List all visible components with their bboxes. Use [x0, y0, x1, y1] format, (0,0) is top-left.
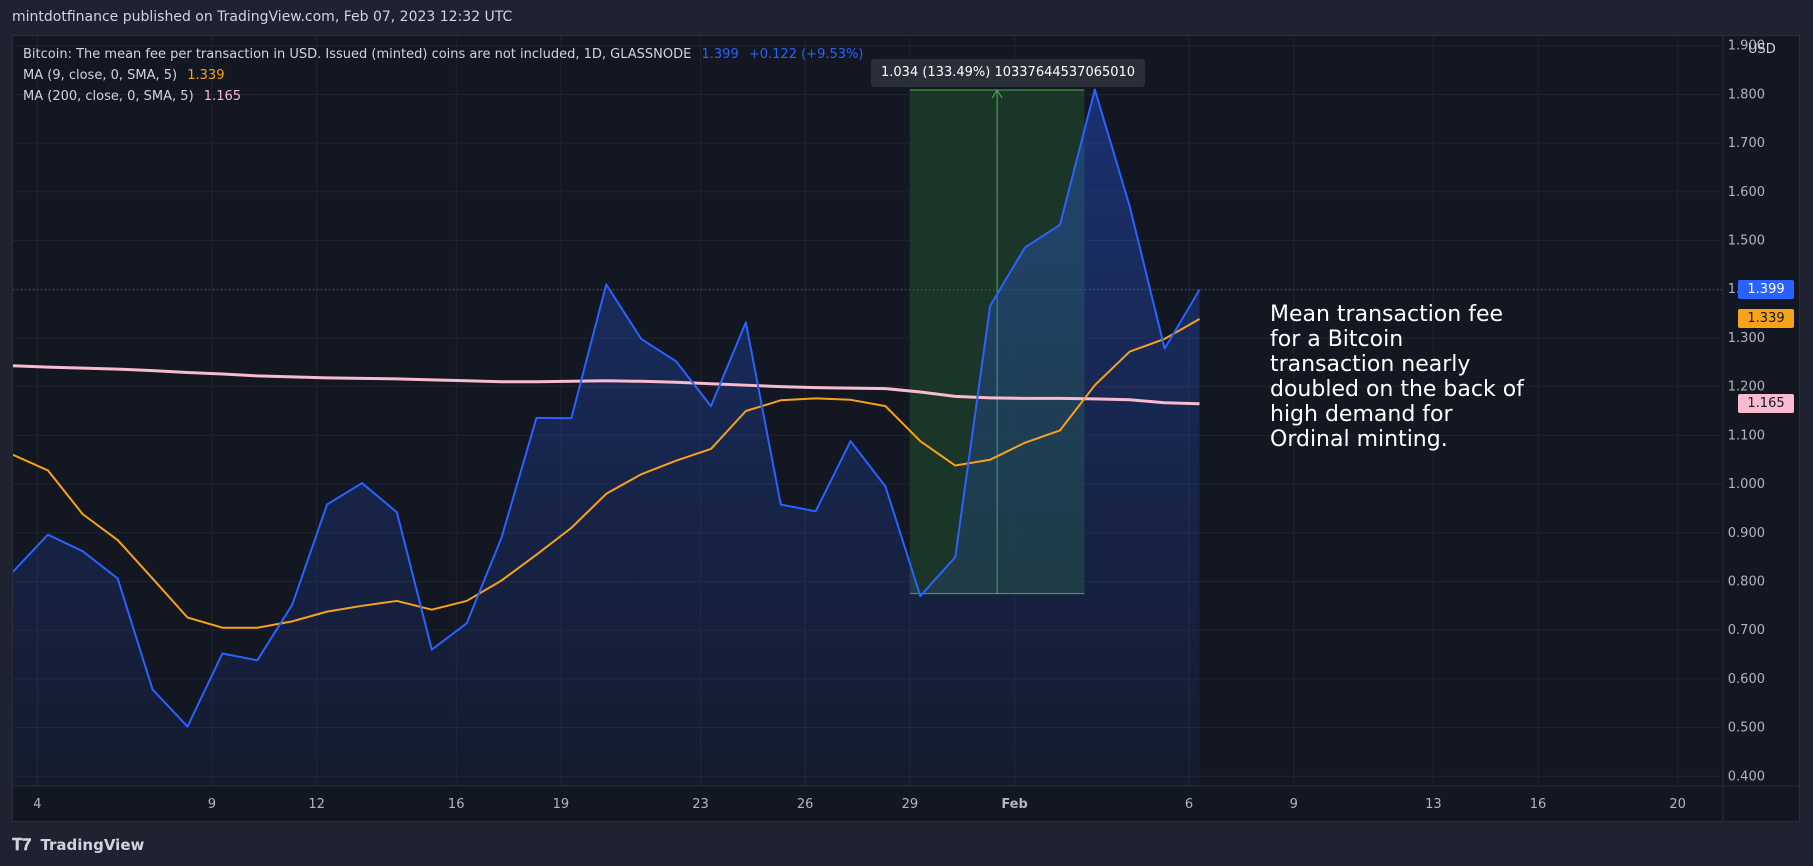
y-tick-label: 1.300 [1728, 331, 1765, 346]
x-tick-label: 9 [208, 797, 216, 812]
x-tick-label: 6 [1185, 797, 1193, 812]
x-tick-label: 13 [1425, 797, 1442, 812]
series-line-ma200 [13, 364, 1200, 406]
y-tick-label: 1.700 [1728, 136, 1765, 151]
y-tick-label: 0.600 [1728, 672, 1765, 687]
y-tick-label: 1.500 [1728, 234, 1765, 249]
legend-ma9-row[interactable]: MA (9, close, 0, SMA, 5) 1.339 [23, 65, 863, 86]
x-tick-label: 26 [797, 797, 814, 812]
legend: Bitcoin: The mean fee per transaction in… [23, 44, 863, 107]
legend-main-row[interactable]: Bitcoin: The mean fee per transaction in… [23, 44, 863, 65]
currency-label[interactable]: USD [1748, 42, 1776, 57]
price-tag-ma9: 1.339 [1738, 308, 1794, 328]
y-tick-label: 1.200 [1728, 380, 1765, 395]
legend-ma9-value: 1.339 [187, 68, 225, 83]
main-area-fill [13, 89, 1200, 787]
y-tick-label: 1.600 [1728, 185, 1765, 200]
legend-ma200-value: 1.165 [203, 89, 242, 104]
x-tick-label: 16 [448, 797, 465, 812]
legend-main-label: Bitcoin: The mean fee per transaction in… [23, 47, 692, 62]
tradingview-logo[interactable]: 𝐓𝟕 TradingView [12, 834, 144, 856]
x-tick-label: 29 [902, 797, 919, 812]
price-tag-last: 1.399 [1738, 279, 1794, 299]
x-tick-label: 9 [1290, 797, 1298, 812]
x-tick-label: 20 [1669, 797, 1686, 812]
y-tick-label: 1.900 [1728, 39, 1765, 54]
publish-header: mintdotfinance published on TradingView.… [12, 9, 513, 25]
legend-ma200-row[interactable]: MA (200, close, 0, SMA, 5) 1.165 [23, 86, 863, 107]
y-tick-label: 0.800 [1728, 574, 1765, 589]
chart-svg[interactable]: 0.400 0.500 0.600 0.700 0.800 0.900 1.000 1.100… [13, 36, 1800, 822]
x-tick-label: 23 [692, 797, 709, 812]
tradingview-brand: TradingView [40, 836, 145, 854]
y-tick-label: 1.000 [1728, 477, 1765, 492]
y-tick-label: 1.800 [1728, 87, 1765, 102]
series-line-mean-fee [13, 88, 1201, 728]
y-tick-label: 1.100 [1728, 428, 1765, 443]
series-lines [13, 88, 1201, 728]
main-series-area [13, 89, 1200, 787]
x-axis: 4 9 12 16 19 23 26 29 Feb 6 9 13 16 20 [33, 797, 1686, 812]
x-tick-label: 19 [553, 797, 570, 812]
tradingview-logo-icon: 𝐓𝟕 [12, 835, 32, 854]
chart-pane[interactable]: 0.400 0.500 0.600 0.700 0.800 0.900 1.000 1.100… [12, 35, 1800, 822]
x-tick-label: Feb [1001, 797, 1027, 812]
y-tick-label: 0.500 [1728, 721, 1765, 736]
x-tick-label: 4 [33, 797, 41, 812]
legend-main-value: 1.399 [701, 47, 739, 62]
legend-ma9-label: MA (9, close, 0, SMA, 5) [23, 68, 178, 83]
y-tick-label: 0.900 [1728, 526, 1765, 541]
legend-main-change: +0.122 (+9.53%) [748, 47, 864, 62]
x-tick-label: 16 [1530, 797, 1547, 812]
measure-label: 1.034 (133.49%) 10337644537065010 [871, 59, 1146, 87]
annotation-text[interactable]: Mean transaction fee for a Bitcoin trans… [1270, 302, 1524, 452]
x-tick-label: 12 [308, 797, 325, 812]
price-tag-ma200: 1.165 [1738, 393, 1794, 413]
y-tick-label: 0.400 [1728, 769, 1765, 784]
y-tick-label: 0.700 [1728, 623, 1765, 638]
legend-ma200-label: MA (200, close, 0, SMA, 5) [23, 89, 194, 104]
series-line-ma9 [13, 318, 1201, 629]
measure-arrow-head [991, 89, 1003, 99]
